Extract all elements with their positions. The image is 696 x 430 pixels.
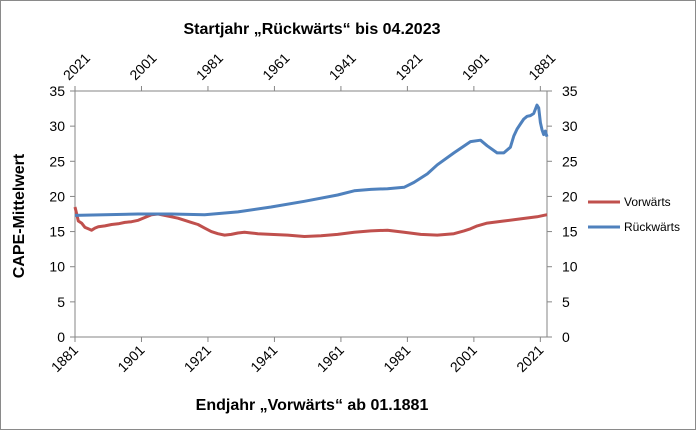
y-tick-label-left: 35 [49, 83, 65, 99]
x-tick-label-top: 1921 [392, 50, 425, 83]
top-axis-title: Startjahr „Rückwärts“ bis 04.2023 [183, 21, 440, 38]
x-tick-label-bottom: 2021 [513, 342, 546, 375]
legend-label: Vorwärts [624, 195, 671, 209]
y-tick-label-left: 10 [49, 259, 65, 275]
x-tick-label-bottom: 1901 [114, 342, 147, 375]
y-tick-label-left: 0 [57, 329, 65, 345]
x-tick-label-top: 1881 [525, 50, 558, 83]
x-tick-label-bottom: 1881 [48, 342, 81, 375]
x-tick-label-bottom: 1921 [181, 342, 214, 375]
x-tick-label-top: 1981 [193, 50, 226, 83]
x-tick-label-bottom: 1941 [247, 342, 280, 375]
series-line-rueckwaerts [74, 103, 549, 217]
y-tick-label-right: 20 [562, 188, 578, 204]
legend-label: Rückwärts [624, 220, 680, 234]
y-tick-label-left: 30 [49, 118, 65, 134]
y-tick-label-right: 5 [562, 294, 570, 310]
x-tick-label-top: 1961 [259, 50, 292, 83]
x-tick-label-top: 2001 [126, 50, 159, 83]
x-tick-label-bottom: 2001 [447, 342, 480, 375]
series-line-vorwaerts [73, 206, 548, 238]
legend: Vorwärts Rückwärts [588, 195, 680, 234]
x-tick-label-top: 1941 [326, 50, 359, 83]
x-tick-label-top: 2021 [60, 50, 93, 83]
bottom-axis-title: Endjahr „Vorwärts“ ab 01.1881 [196, 397, 429, 414]
y-tick-label-right: 25 [562, 153, 578, 169]
y-tick-label-left: 20 [49, 188, 65, 204]
y-axis-title: CAPE-Mittelwert [11, 153, 28, 278]
y-tick-label-left: 15 [49, 224, 65, 240]
y-tick-label-right: 10 [562, 259, 578, 275]
y-tick-label-left: 25 [49, 153, 65, 169]
y-tick-label-right: 15 [562, 224, 578, 240]
y-tick-label-right: 0 [562, 329, 570, 345]
x-tick-label-bottom: 1961 [314, 342, 347, 375]
plot-lines [73, 103, 549, 238]
x-tick-label-top: 1901 [459, 50, 492, 83]
y-tick-label-right: 35 [562, 83, 578, 99]
x-tick-label-bottom: 1981 [380, 342, 413, 375]
y-tick-label-left: 5 [57, 294, 65, 310]
y-tick-label-right: 30 [562, 118, 578, 134]
